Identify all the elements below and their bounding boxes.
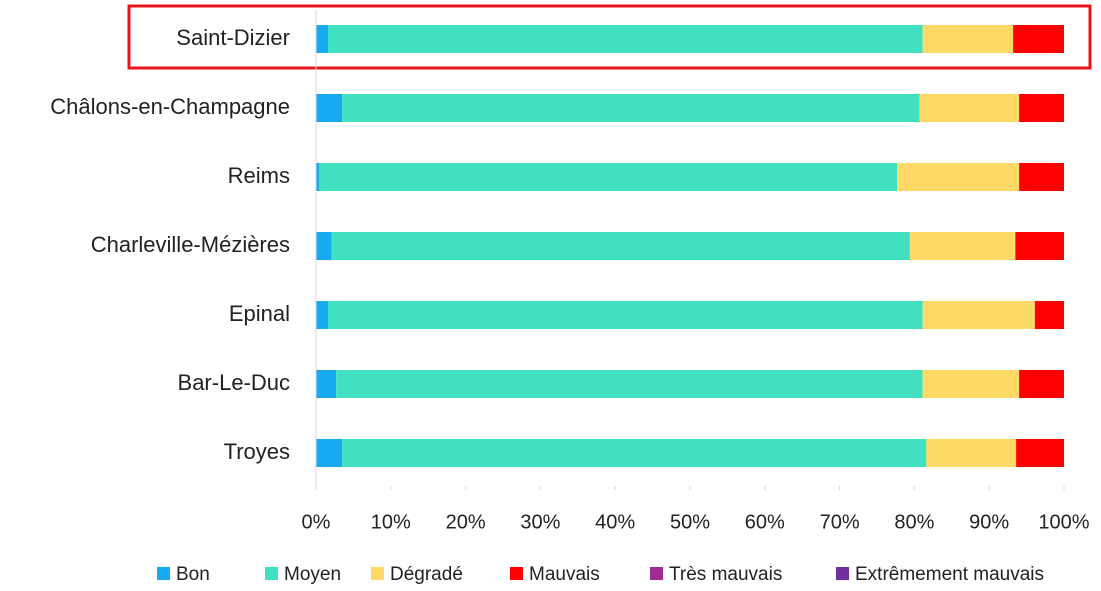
bar-segment [342,94,920,122]
bar-segment [909,232,1016,260]
legend-swatch [836,567,849,580]
category-label: Châlons-en-Champagne [50,94,290,119]
bar-segment [1034,301,1064,329]
bar-segment [318,163,898,191]
category-label: Charleville-Mézières [91,232,290,257]
x-tick-label: 80% [894,511,934,533]
bar-segment [327,301,923,329]
legend-swatch [510,567,523,580]
bar-segment [922,370,1020,398]
category-label: Bar-Le-Duc [178,370,290,395]
bar-segment [1016,439,1064,467]
bar-segment [1013,25,1064,53]
legend-label: Bon [176,564,210,585]
x-tick-label: 70% [820,511,860,533]
x-tick-label: 50% [670,511,710,533]
bar-segment [331,232,910,260]
bar-segment [1019,370,1064,398]
category-label: Troyes [224,439,290,464]
bar-segment [1015,232,1064,260]
legend-label: Extrêmement mauvais [855,564,1044,585]
x-tick-label: 90% [969,511,1009,533]
legend-swatch [371,567,384,580]
bar-segment [316,439,343,467]
bar-segment [926,439,1017,467]
x-tick-label: 10% [371,511,411,533]
bar-segment [897,163,1020,191]
x-tick-label: 30% [520,511,560,533]
bar-segment [1019,94,1064,122]
bar-segment [919,94,1020,122]
legend-swatch [650,567,663,580]
bar-segment [316,370,337,398]
legend-label: Dégradé [390,564,463,585]
legend-swatch [265,567,278,580]
highlight-box [127,4,1092,70]
category-label: Saint-Dizier [176,25,290,50]
bar-segment [922,301,1035,329]
x-tick-label: 100% [1038,511,1089,533]
bar-segment [1019,163,1064,191]
bar-segment [336,370,923,398]
bar-segment [316,163,319,191]
x-tick-label: 20% [446,511,486,533]
x-tick-label: 0% [302,511,331,533]
bar-segment [327,25,923,53]
legend-label: Moyen [284,564,341,585]
bar-segment [316,94,343,122]
legend-label: Très mauvais [669,564,782,585]
x-tick-label: 40% [595,511,635,533]
bar-segment [922,25,1014,53]
legend-swatch [157,567,170,580]
bar-segment [316,232,332,260]
legend-label: Mauvais [529,564,600,585]
bar-segment [316,25,328,53]
category-label: Reims [228,163,290,188]
bar-segment [342,439,927,467]
x-tick-label: 60% [745,511,785,533]
category-label: Epinal [229,301,290,326]
bar-segment [316,301,328,329]
